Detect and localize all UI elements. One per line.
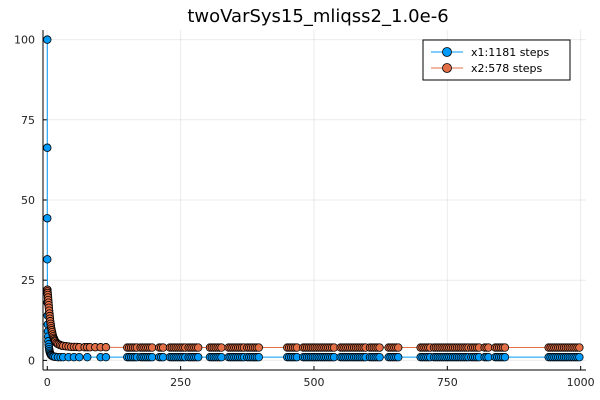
- data-point: [394, 343, 403, 352]
- data-point: [394, 352, 403, 362]
- data-point: [194, 352, 203, 362]
- data-point: [575, 343, 584, 352]
- data-point: [43, 35, 52, 44]
- data-point: [254, 343, 264, 352]
- data-point: [83, 352, 92, 362]
- x-tick-label: 0: [44, 376, 51, 389]
- data-point: [194, 343, 203, 352]
- x-tick-label: 750: [437, 376, 458, 389]
- series-line: [46, 289, 580, 349]
- data-point: [217, 343, 226, 352]
- data-point: [254, 352, 264, 362]
- data-point: [375, 352, 384, 362]
- data-point: [101, 352, 111, 362]
- data-point: [147, 343, 157, 352]
- x-tick-label: 1000: [567, 376, 595, 389]
- y-tick-label: 25: [21, 274, 35, 287]
- legend-swatch-marker: [442, 63, 452, 73]
- y-tick-label: 50: [21, 194, 35, 207]
- plot-area: [43, 35, 584, 362]
- legend-label: x2:578 steps: [471, 62, 543, 75]
- axes: 0 250 500 750 1000 0 25 50 75 100: [14, 30, 595, 389]
- data-point: [500, 343, 510, 352]
- legend-swatch-marker: [442, 47, 452, 57]
- y-tick-label: 100: [14, 34, 35, 47]
- data-point: [75, 352, 84, 362]
- chart-title: twoVarSys15_mliqss2_1.0e-6: [187, 6, 448, 27]
- y-tick-label: 0: [28, 354, 35, 367]
- data-point: [575, 352, 584, 362]
- data-point: [147, 352, 157, 362]
- series-line: [46, 39, 580, 358]
- data-point: [43, 143, 52, 152]
- grid: [43, 30, 586, 370]
- legend: x1:1181 steps x2:578 steps: [422, 39, 571, 81]
- data-point: [375, 343, 384, 352]
- data-point: [43, 255, 52, 264]
- data-point: [217, 352, 226, 362]
- data-point: [101, 343, 111, 352]
- x-tick-label: 500: [303, 376, 324, 389]
- legend-box: [422, 39, 571, 81]
- y-tick-label: 75: [21, 114, 35, 127]
- legend-label: x1:1181 steps: [471, 46, 549, 59]
- data-point: [43, 214, 52, 223]
- x-tick-label: 250: [170, 376, 191, 389]
- data-point: [500, 352, 510, 362]
